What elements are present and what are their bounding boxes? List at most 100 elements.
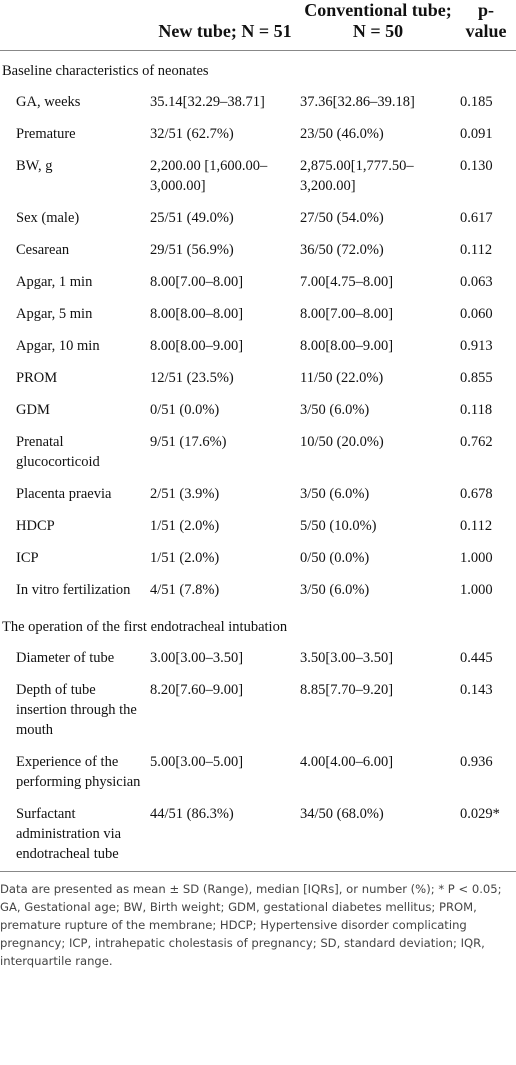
cell: 5.00[3.00–5.00] <box>150 754 244 770</box>
cell: 9/51 (17.6%) <box>150 434 227 450</box>
cell: 0.855 <box>460 370 493 386</box>
cell: 0.130 <box>460 158 493 174</box>
data-row: Apgar, 10 min 8.00[8.00–9.00] 8.00[8.00–9.… <box>0 331 516 363</box>
row-label: HDCP <box>16 518 55 534</box>
cell: 0/51 (0.0%) <box>150 402 220 418</box>
cell: 0.617 <box>460 210 493 226</box>
row-label: Sex (male) <box>16 210 80 226</box>
cell: 8.00[8.00–9.00] <box>300 338 394 354</box>
data-row: Cesarean 29/51 (56.9%) 36/50 (72.0%) 0.112 <box>0 235 516 267</box>
cell: 4/51 (7.8%) <box>150 582 220 598</box>
data-row: GA, weeks 35.14[32.29–38.71] 37.36[32.86–3… <box>0 87 516 119</box>
cell: 1/51 (2.0%) <box>150 518 220 534</box>
data-row: Surfactant administration via endotrache… <box>0 799 516 872</box>
cell: 27/50 (54.0%) <box>300 210 384 226</box>
row-label: Cesarean <box>16 242 70 258</box>
cell: 0.143 <box>460 682 493 698</box>
cell: 8.85[7.70–9.20] <box>300 682 394 698</box>
data-row: GDM 0/51 (0.0%) 3/50 (6.0%) 0.118 <box>0 395 516 427</box>
footnote: Data are presented as mean ± SD (Range),… <box>0 882 502 968</box>
table-header: New tube; N = 51 Conventional tube; N = … <box>0 0 516 51</box>
cell: 0.063 <box>460 274 493 290</box>
data-row: ICP 1/51 (2.0%) 0/50 (0.0%) 1.000 <box>0 543 516 575</box>
cell: 36/50 (72.0%) <box>300 242 384 258</box>
data-row: Prenatal glucocorticoid 9/51 (17.6%) 10/50… <box>0 427 516 479</box>
data-row: Apgar, 5 min 8.00[8.00–8.00] 8.00[7.00–8.0… <box>0 299 516 331</box>
row-label: GDM <box>16 402 50 418</box>
cell: 8.20[7.60–9.00] <box>150 682 244 698</box>
cell: 0.060 <box>460 306 493 322</box>
cell: 0.678 <box>460 486 493 502</box>
cell: 10/50 (20.0%) <box>300 434 384 450</box>
cell: 44/51 (86.3%) <box>150 799 300 872</box>
cell: 8.00[8.00–8.00] <box>150 306 244 322</box>
cell: 5/50 (10.0%) <box>300 518 377 534</box>
cell: 2,875.00[1,777.50–3,200.00] <box>300 158 414 194</box>
cell: 37.36[32.86–39.18] <box>300 94 415 110</box>
data-row: Experience of the performing physician 5.… <box>0 747 516 799</box>
cell: 0.091 <box>460 126 493 142</box>
cell: 4.00[4.00–6.00] <box>300 754 394 770</box>
data-row: PROM 12/51 (23.5%) 11/50 (22.0%) 0.855 <box>0 363 516 395</box>
data-row: Placenta praevia 2/51 (3.9%) 3/50 (6.0%) 0.… <box>0 479 516 511</box>
cell: 2,200.00 [1,600.00–3,000.00] <box>150 158 268 194</box>
cell: 0.185 <box>460 94 493 110</box>
row-label: Apgar, 5 min <box>16 306 93 322</box>
cell: 3/50 (6.0%) <box>300 582 370 598</box>
row-label: BW, g <box>16 158 53 174</box>
header-row: New tube; N = 51 Conventional tube; N = … <box>0 0 516 51</box>
data-row: Depth of tube insertion through the mout… <box>0 675 516 747</box>
column-header: Conventional tube; N = 50 <box>300 0 456 51</box>
cell: 3.50[3.00–3.50] <box>300 650 394 666</box>
cell: 3/50 (6.0%) <box>300 486 370 502</box>
row-label: Diameter of tube <box>16 650 115 666</box>
cell: 8.00[7.00–8.00] <box>150 274 244 290</box>
cell: 3/50 (6.0%) <box>300 402 370 418</box>
cell: 0.913 <box>460 338 493 354</box>
cell: 35.14[32.29–38.71] <box>150 94 265 110</box>
cell: 0.445 <box>460 650 493 666</box>
cell: 32/51 (62.7%) <box>150 126 234 142</box>
cell: 0.936 <box>460 754 493 770</box>
cell: 8.00[8.00–9.00] <box>150 338 244 354</box>
cell: 1/51 (2.0%) <box>150 550 220 566</box>
row-label: Apgar, 1 min <box>16 274 93 290</box>
cell: 0.118 <box>460 402 493 418</box>
cell: 23/50 (46.0%) <box>300 126 384 142</box>
row-label: Placenta praevia <box>16 486 112 502</box>
row-label: Prenatal glucocorticoid <box>16 434 100 470</box>
cell: 0.029* <box>456 799 516 872</box>
row-label: Surfactant administration via endotrache… <box>0 799 150 872</box>
cell: 25/51 (49.0%) <box>150 210 234 226</box>
column-header: New tube; N = 51 <box>150 0 300 51</box>
cell: 0/50 (0.0%) <box>300 550 370 566</box>
cell: 7.00[4.75–8.00] <box>300 274 394 290</box>
data-row: HDCP 1/51 (2.0%) 5/50 (10.0%) 0.112 <box>0 511 516 543</box>
cell: 29/51 (56.9%) <box>150 242 234 258</box>
results-table: New tube; N = 51 Conventional tube; N = … <box>0 0 516 872</box>
data-row: In vitro fertilization 4/51 (7.8%) 3/50 (6… <box>0 575 516 607</box>
data-row: BW, g 2,200.00 [1,600.00–3,000.00] 2,875.0… <box>0 151 516 203</box>
section-title: The operation of the first endotracheal … <box>2 619 288 635</box>
cell: 8.00[7.00–8.00] <box>300 306 394 322</box>
row-label: Premature <box>16 126 76 142</box>
column-header: p-value <box>456 0 516 51</box>
cell: 1.000 <box>460 582 493 598</box>
row-label: Apgar, 10 min <box>16 338 100 354</box>
data-row: Premature 32/51 (62.7%) 23/50 (46.0%) 0.091 <box>0 119 516 151</box>
header-blank <box>0 0 150 51</box>
data-row: Sex (male) 25/51 (49.0%) 27/50 (54.0%) 0.61… <box>0 203 516 235</box>
row-label: In vitro fertilization <box>16 582 131 598</box>
cell: 1.000 <box>460 550 493 566</box>
cell: 0.762 <box>460 434 493 450</box>
cell: 0.112 <box>460 518 493 534</box>
data-row: Apgar, 1 min 8.00[7.00–8.00] 7.00[4.75–8.0… <box>0 267 516 299</box>
data-row: Diameter of tube 3.00[3.00–3.50] 3.50[3.00… <box>0 643 516 675</box>
row-label: Depth of tube insertion through the mout… <box>16 682 137 738</box>
row-label: GA, weeks <box>16 94 81 110</box>
row-label: Experience of the performing physician <box>16 754 141 790</box>
cell: 11/50 (22.0%) <box>300 370 384 386</box>
section-row: The operation of the first endotracheal … <box>0 607 516 643</box>
cell: 0.112 <box>460 242 493 258</box>
